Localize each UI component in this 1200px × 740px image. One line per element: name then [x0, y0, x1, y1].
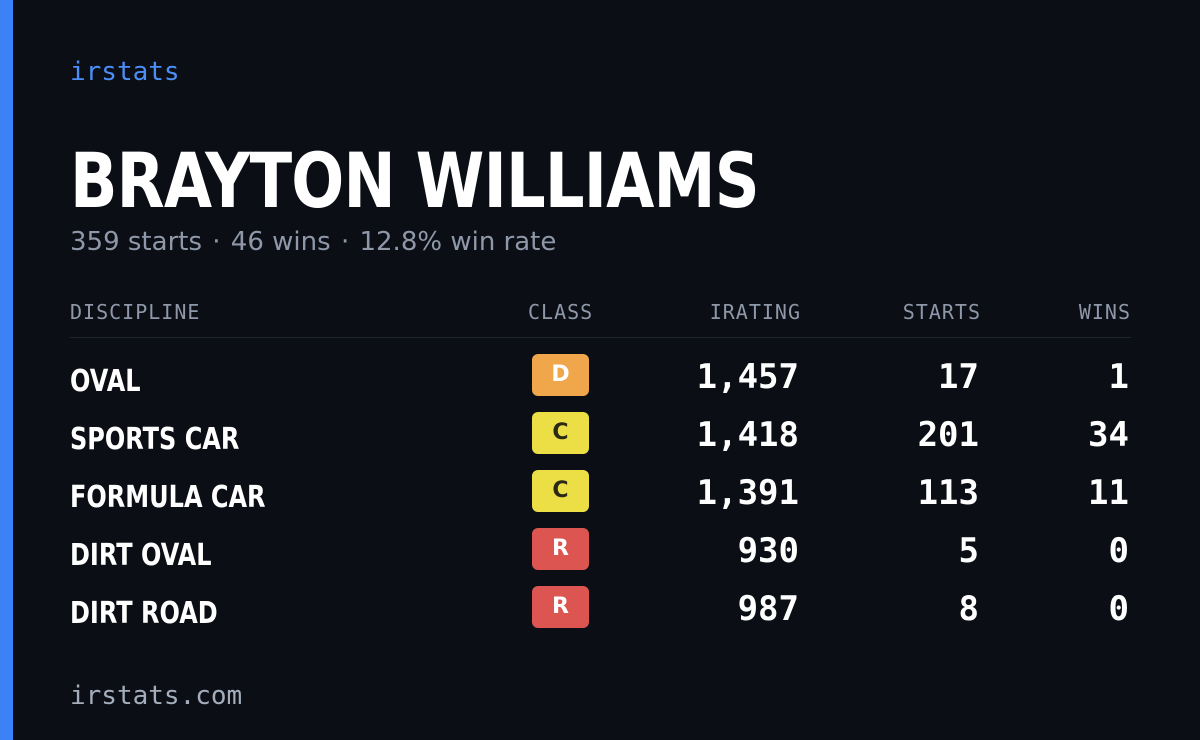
discipline-name: OVAL [70, 364, 141, 399]
header-starts: STARTS [902, 300, 981, 324]
table-row: FORMULA CAR C 1,391 113 11 [70, 464, 1131, 522]
starts-value: 8 [958, 589, 979, 629]
wins-value: 34 [1088, 415, 1129, 455]
irating-value: 1,391 [696, 473, 799, 513]
wins-value: 0 [1108, 589, 1129, 629]
header-irating: IRATING [709, 300, 801, 324]
irating-value: 1,457 [696, 357, 799, 397]
discipline-name: SPORTS CAR [70, 422, 240, 457]
table-row: DIRT ROAD R 987 8 0 [70, 580, 1131, 638]
summary-separator: · [340, 227, 350, 257]
discipline-name: FORMULA CAR [70, 480, 266, 515]
stats-table-header: DISCIPLINE CLASS IRATING STARTS WINS [70, 300, 1131, 338]
table-row: SPORTS CAR C 1,418 201 34 [70, 406, 1131, 464]
class-badge: C [532, 470, 589, 512]
footer-url: irstats.com [70, 681, 243, 711]
wins-value: 0 [1108, 531, 1129, 571]
starts-value: 113 [917, 473, 979, 513]
header-class: CLASS [528, 300, 594, 324]
summary-starts: 359 starts [70, 227, 202, 257]
discipline-name: DIRT OVAL [70, 538, 212, 573]
wins-value: 1 [1108, 357, 1129, 397]
summary-wins: 46 wins [230, 227, 331, 257]
class-badge: D [532, 354, 589, 396]
header-discipline: DISCIPLINE [70, 300, 201, 324]
summary-win-rate: 12.8% win rate [359, 227, 557, 257]
table-row: OVAL D 1,457 17 1 [70, 348, 1131, 406]
discipline-name: DIRT ROAD [70, 596, 218, 631]
class-badge: R [532, 586, 589, 628]
brand-logo-text: irstats [70, 57, 180, 87]
starts-value: 5 [958, 531, 979, 571]
stats-table-body: OVAL D 1,457 17 1 SPORTS CAR C 1,418 201… [70, 348, 1131, 638]
player-name: BRAYTON WILLIAMS [70, 136, 760, 225]
player-summary: 359 starts · 46 wins · 12.8% win rate [70, 227, 556, 257]
irating-value: 987 [737, 589, 799, 629]
irating-value: 1,418 [696, 415, 799, 455]
accent-bar [0, 0, 13, 740]
header-wins: WINS [1078, 300, 1131, 324]
class-badge: C [532, 412, 589, 454]
summary-separator: · [212, 227, 221, 257]
wins-value: 11 [1088, 473, 1129, 513]
starts-value: 17 [938, 357, 979, 397]
class-badge: R [532, 528, 589, 570]
irating-value: 930 [737, 531, 799, 571]
table-row: DIRT OVAL R 930 5 0 [70, 522, 1131, 580]
starts-value: 201 [917, 415, 979, 455]
